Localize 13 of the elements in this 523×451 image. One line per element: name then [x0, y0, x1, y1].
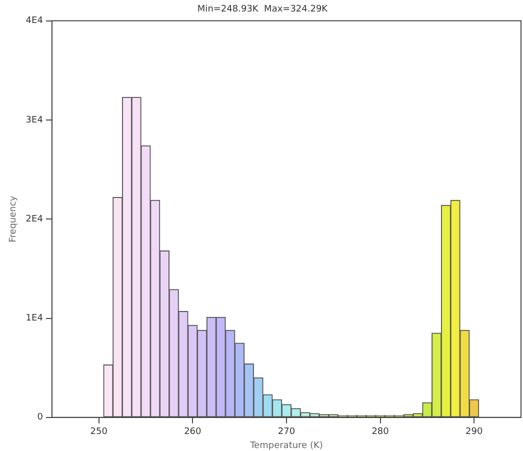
y-axis-title: Frequency: [8, 195, 19, 242]
y-tick-label: 1E4: [26, 314, 44, 324]
y-tick-label: 0: [37, 412, 44, 423]
y-tick-label: 2E4: [26, 214, 44, 224]
x-tick-label: 290: [466, 427, 483, 438]
x-tick-label: 260: [184, 427, 202, 438]
x-tick-label: 280: [372, 427, 390, 438]
x-tick-label: 270: [278, 427, 296, 438]
x-axis-title: Temperature (K): [249, 440, 323, 451]
x-tick-label: 250: [90, 427, 108, 438]
y-tick-label: 3E4: [26, 115, 44, 126]
y-tick-label: 4E4: [26, 16, 44, 26]
chart-subtitle: Min=248.93K Max=324.29K: [197, 4, 329, 15]
